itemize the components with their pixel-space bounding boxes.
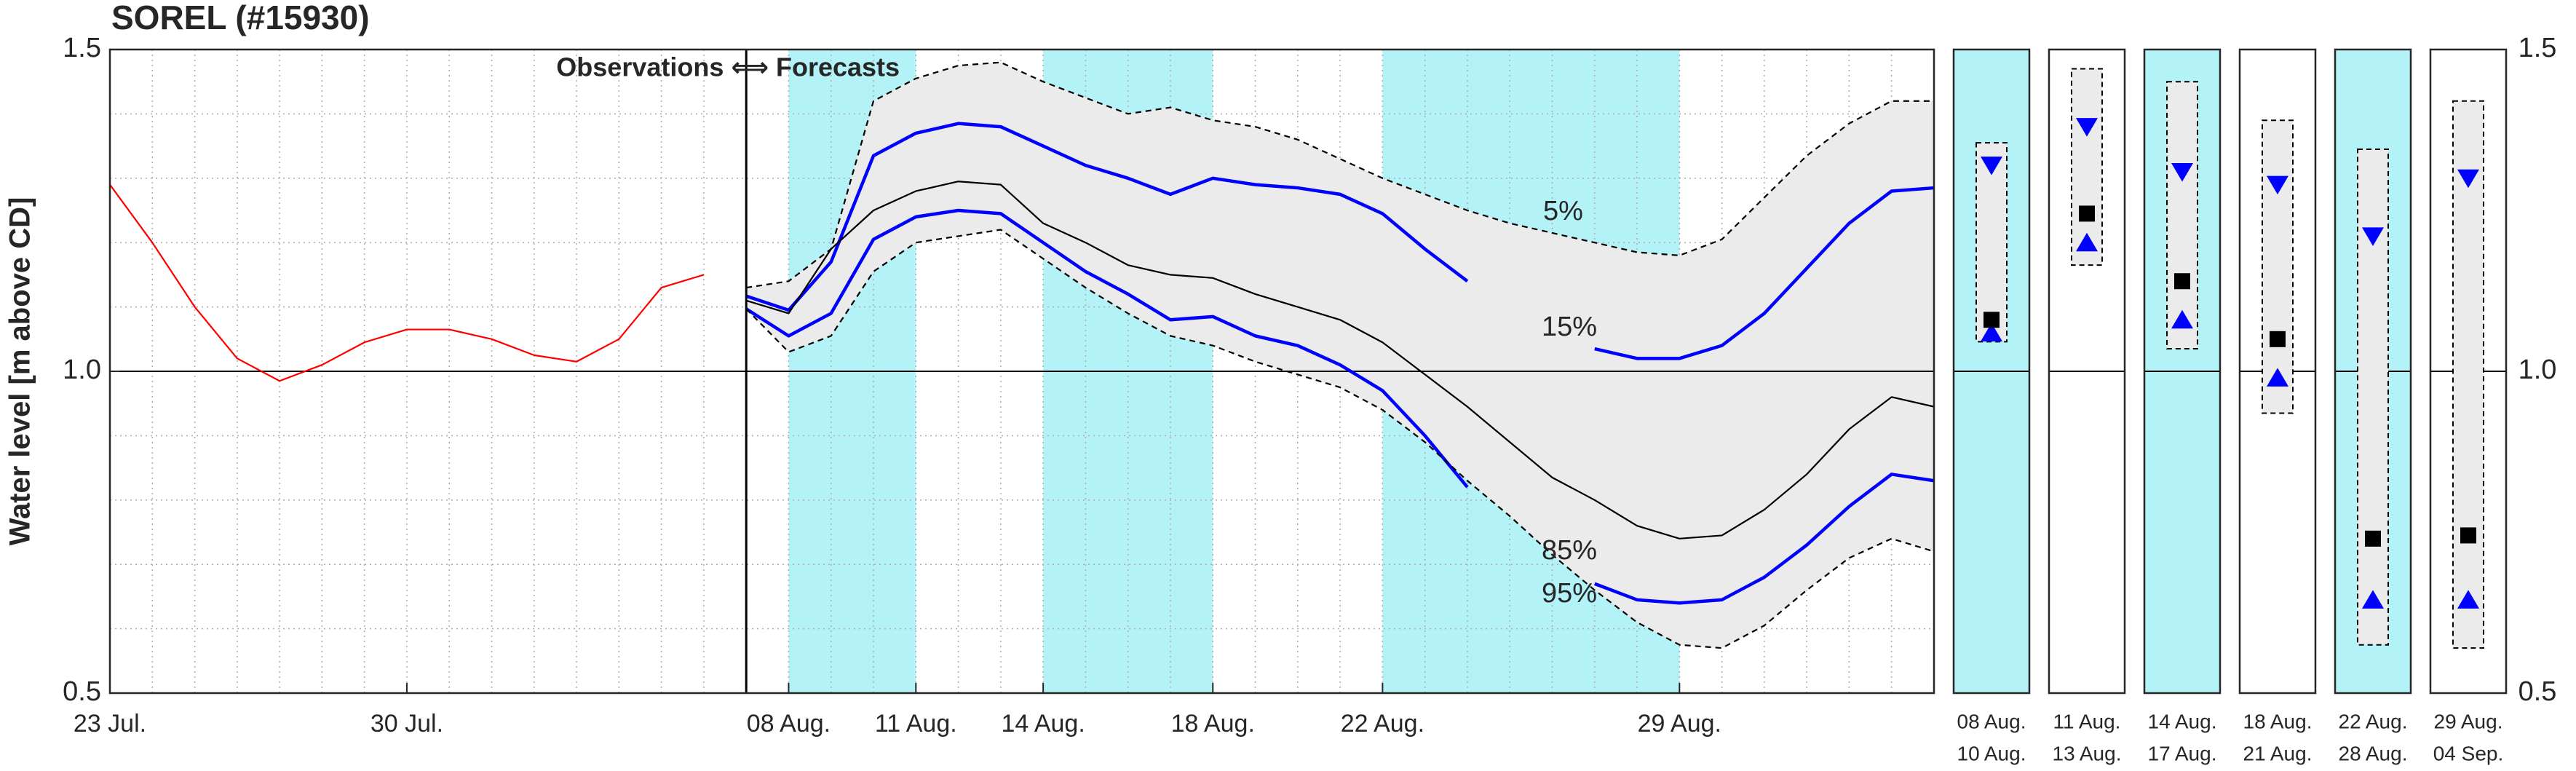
y2-tick-label: 1.5 [2518,33,2557,63]
panel-label-end: 28 Aug. [2339,742,2408,764]
upper-marker [2267,175,2288,195]
panel-frame [2334,48,2412,695]
y-tick-label: 1.0 [63,355,101,385]
panel-label-end: 17 Aug. [2148,742,2217,764]
lower-marker [2076,232,2098,252]
series-label: 5% [1543,196,1583,226]
panel-frame [2143,48,2222,695]
series-line [745,208,1935,605]
panel-label-start: 11 Aug. [2053,710,2121,732]
panel-label-end: 04 Sep. [2433,742,2504,764]
lower-marker [2362,590,2384,609]
x-tick-label: 08 Aug. [747,710,831,738]
lower-marker [2457,590,2479,609]
panel-label-start: 18 Aug. [2243,710,2313,732]
chart-title: SOREL (#15930) [111,0,370,36]
median-marker [2365,530,2381,547]
panel-label-start: 08 Aug. [1957,710,2026,732]
lower-marker [2171,309,2193,329]
x-tick-label: 18 Aug. [1171,710,1255,738]
y-axis-label: Water level [m above CD] [4,197,36,546]
median-marker [2079,205,2095,222]
series-line [746,61,1934,289]
x-tick-label: 23 Jul. [74,710,146,738]
y2-tick-label: 1.0 [2518,355,2557,385]
panel-label-end: 21 Aug. [2243,742,2313,764]
series-line [745,229,1935,649]
y-tick-label: 0.5 [63,676,101,707]
panel-label-end: 13 Aug. [2053,742,2122,764]
median-marker [2460,527,2476,544]
series-line [745,122,1935,360]
series-label: 15% [1542,312,1597,342]
x-tick-label: 30 Jul. [370,710,443,738]
panel-frame [2429,48,2508,695]
range-box [2262,119,2294,414]
series-line [745,181,1935,539]
upper-marker [2076,118,2098,137]
panel-frame [1952,48,2031,695]
upper-marker [2457,169,2479,189]
range-box [2452,100,2484,649]
range-box [1975,142,2008,343]
panel-frame [2048,48,2126,695]
range-box [2071,68,2103,266]
x-tick-label: 11 Aug. [875,710,957,738]
panel-label-end: 10 Aug. [1957,742,2026,764]
x-tick-label: 22 Aug. [1341,710,1424,738]
uncertainty-area [746,62,1934,649]
range-box [2357,149,2389,646]
series-label: 95% [1542,578,1597,609]
x-tick-label: 14 Aug. [1001,710,1085,738]
median-marker [2174,273,2190,290]
upper-marker [1981,157,2002,175]
lower-marker [2267,368,2288,387]
y2-tick-label: 0.5 [2518,676,2557,707]
panel-label-start: 14 Aug. [2148,710,2217,732]
y-tick-label: 1.5 [63,33,101,63]
series-label: 85% [1542,535,1597,566]
lower-marker [1981,323,2002,341]
median-marker [2270,331,2286,347]
series-line [109,183,705,382]
x-tick-label: 29 Aug. [1638,710,1721,738]
panel-label-start: 22 Aug. [2339,710,2408,732]
upper-marker [2362,227,2384,246]
upper-marker [2171,162,2193,182]
median-marker [1983,312,2000,328]
range-box [2166,81,2198,350]
panel-label-start: 29 Aug. [2434,710,2503,732]
annotation: Observations ⟺ Forecasts [556,52,900,82]
panel-frame [2238,48,2317,695]
